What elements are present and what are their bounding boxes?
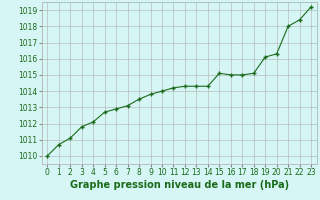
X-axis label: Graphe pression niveau de la mer (hPa): Graphe pression niveau de la mer (hPa) — [70, 180, 289, 190]
